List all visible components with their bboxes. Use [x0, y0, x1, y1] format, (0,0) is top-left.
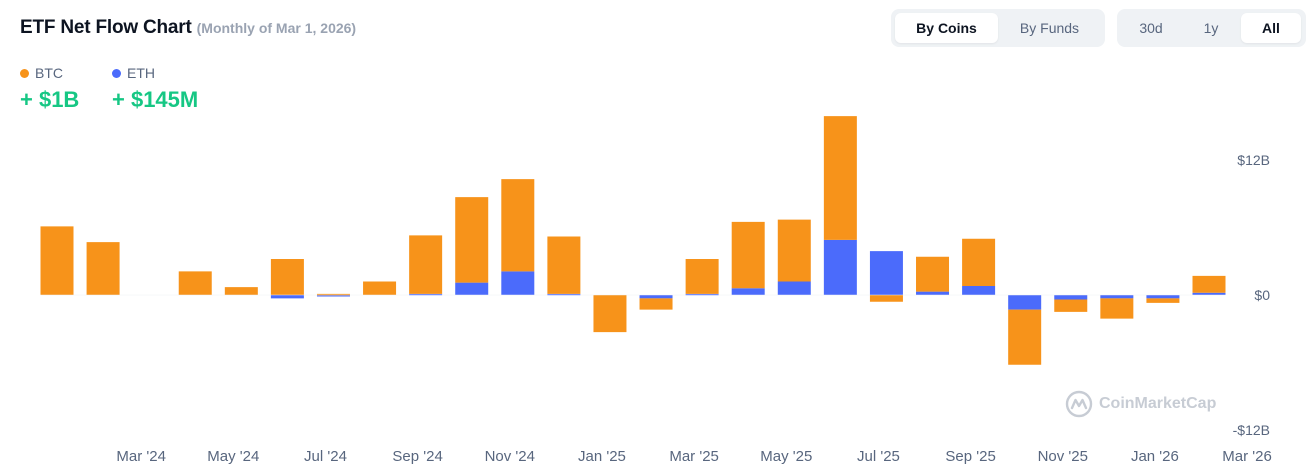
bar-eth-mar-25[interactable]	[685, 293, 719, 296]
coinmarketcap-logo-icon	[1065, 390, 1093, 418]
watermark-text: CoinMarketCap	[1099, 395, 1217, 412]
bar-eth-nov-25[interactable]	[1054, 295, 1088, 300]
bar-eth-sep-24[interactable]	[409, 293, 443, 296]
bar-eth-dec-24[interactable]	[547, 293, 581, 296]
range-all-button[interactable]: All	[1241, 13, 1301, 43]
range-30d-button[interactable]: 30d	[1139, 20, 1163, 36]
bar-btc-jun-25[interactable]	[823, 116, 857, 240]
bar-eth-jun-24[interactable]	[270, 295, 304, 299]
x-tick-label: Mar '24	[116, 448, 166, 465]
bar-eth-jun-25[interactable]	[823, 239, 857, 295]
y-tick-label: $12B	[1237, 152, 1270, 168]
x-tick-label: Jul '25	[857, 448, 900, 465]
x-tick-label: Mar '26	[1222, 448, 1272, 465]
x-tick-label: Sep '24	[392, 448, 442, 465]
bar-btc-nov-24[interactable]	[501, 179, 535, 272]
x-tick-label: Jan '26	[1131, 448, 1179, 465]
range-toggle: 30d 1y All	[1117, 9, 1306, 47]
eth-net-flow-value: + $145M	[112, 87, 199, 112]
y-tick-label: $0	[1254, 287, 1270, 303]
by-funds-button[interactable]: By Funds	[1019, 20, 1080, 36]
bar-btc-jan-26[interactable]	[1146, 298, 1180, 303]
x-tick-label: Jul '24	[304, 448, 347, 465]
x-tick-label: Mar '25	[669, 448, 719, 465]
bar-eth-jan-26[interactable]	[1146, 295, 1180, 299]
bar-eth-feb-25[interactable]	[639, 295, 673, 299]
bar-btc-nov-25[interactable]	[1054, 299, 1088, 312]
chart-subtitle: (Monthly of Mar 1, 2026)	[196, 20, 357, 36]
bar-btc-aug-25[interactable]	[916, 256, 950, 292]
bar-eth-sep-25[interactable]	[962, 286, 996, 295]
bar-btc-sep-25[interactable]	[962, 238, 996, 286]
legend-label-btc: BTC	[35, 65, 63, 81]
bar-eth-aug-25[interactable]	[916, 291, 950, 295]
bar-eth-oct-25[interactable]	[1008, 295, 1042, 310]
bar-btc-mar-25[interactable]	[685, 259, 719, 294]
x-tick-label: Nov '24	[485, 448, 535, 465]
legend: BTC + $1B ETH + $145M	[20, 65, 204, 113]
y-tick-label: -$12B	[1233, 422, 1270, 438]
watermark: CoinMarketCap	[1065, 390, 1216, 418]
bar-btc-sep-24[interactable]	[409, 235, 443, 294]
bar-btc-may-24[interactable]	[224, 287, 258, 295]
btc-net-flow-value: + $1B	[20, 87, 80, 112]
btc-dot-icon	[20, 68, 29, 78]
bar-btc-jul-24[interactable]	[316, 293, 350, 296]
bar-btc-may-25[interactable]	[777, 219, 811, 282]
bar-eth-apr-25[interactable]	[731, 288, 765, 295]
bar-eth-feb-26[interactable]	[1192, 292, 1226, 295]
bar-eth-nov-24[interactable]	[501, 271, 535, 295]
bar-btc-dec-25[interactable]	[1100, 298, 1134, 319]
x-tick-label: May '25	[760, 448, 812, 465]
legend-label-eth: ETH	[127, 65, 155, 81]
bar-eth-dec-25[interactable]	[1100, 295, 1134, 299]
x-tick-label: Jan '25	[578, 448, 626, 465]
bar-btc-feb-25[interactable]	[639, 298, 673, 310]
bar-btc-apr-25[interactable]	[731, 221, 765, 289]
bar-btc-jul-25[interactable]	[869, 295, 903, 302]
x-tick-label: Nov '25	[1038, 448, 1088, 465]
bar-btc-jun-24[interactable]	[270, 259, 304, 295]
x-tick-label: Sep '25	[945, 448, 995, 465]
bar-btc-dec-24[interactable]	[547, 236, 581, 294]
bar-eth-oct-24[interactable]	[455, 282, 489, 295]
bar-btc-oct-25[interactable]	[1008, 309, 1042, 365]
eth-dot-icon	[112, 68, 121, 78]
bar-eth-may-25[interactable]	[777, 281, 811, 296]
bar-btc-oct-24[interactable]	[455, 197, 489, 283]
bar-btc-jan-25[interactable]	[593, 295, 627, 333]
bar-eth-jul-24[interactable]	[316, 295, 350, 297]
chart-title: ETF Net Flow Chart	[20, 17, 192, 38]
view-toggle: By Coins By Funds	[891, 9, 1105, 47]
bar-eth-jul-25[interactable]	[869, 251, 903, 295]
x-tick-label: May '24	[207, 448, 259, 465]
bar-btc-apr-24[interactable]	[178, 271, 212, 295]
legend-item-eth[interactable]: ETH + $145M	[112, 65, 204, 113]
bar-btc-jan-24[interactable]	[40, 226, 74, 295]
bar-btc-feb-26[interactable]	[1192, 275, 1226, 293]
by-coins-button[interactable]: By Coins	[895, 13, 998, 43]
chart-header: ETF Net Flow Chart (Monthly of Mar 1, 20…	[20, 17, 356, 39]
bar-btc-aug-24[interactable]	[363, 281, 397, 296]
range-1y-button[interactable]: 1y	[1203, 20, 1219, 36]
bar-btc-feb-24[interactable]	[86, 242, 120, 295]
legend-item-btc[interactable]: BTC + $1B	[20, 65, 112, 113]
